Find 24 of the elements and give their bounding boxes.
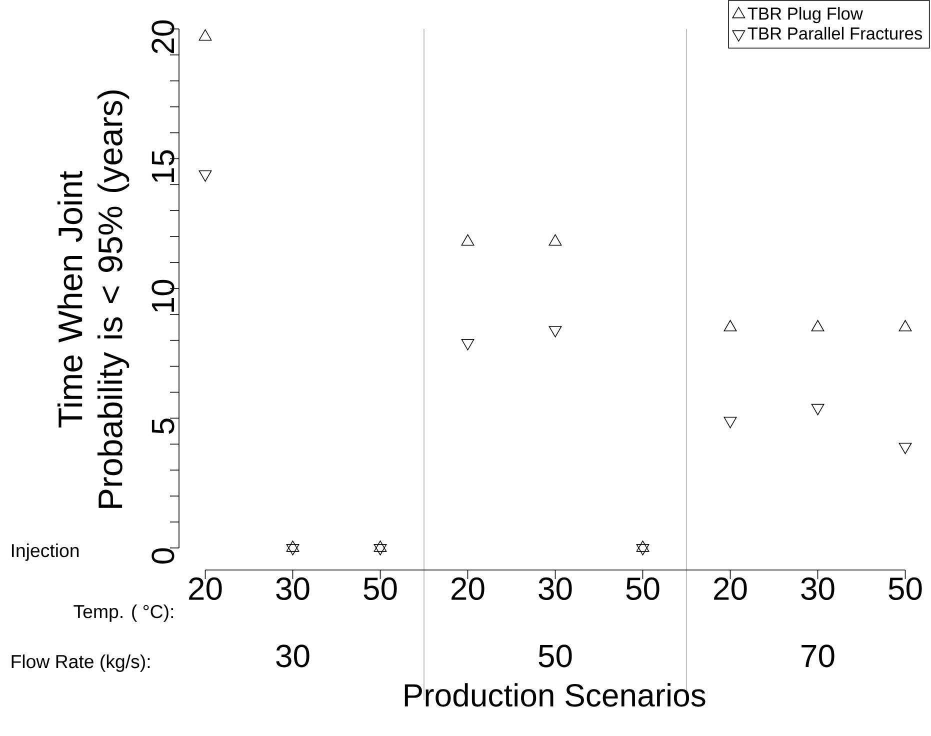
text: 70	[802, 644, 834, 668]
text: 30	[276, 644, 310, 668]
y-tick-label: 0	[152, 548, 174, 564]
x-tick-label: 30	[276, 577, 310, 600]
x-tick-label: 50	[626, 577, 660, 600]
text: 50	[538, 644, 572, 668]
x-tick-label: 30	[801, 577, 834, 600]
text: Flow Rate (kg/s):	[12, 654, 150, 672]
x-tick-label: 20	[714, 577, 747, 600]
y-tick-label: 5	[152, 418, 174, 434]
x-tick-label: 50	[888, 577, 922, 600]
x-tick-label: 30	[538, 577, 572, 600]
legend-label: TBR Plug Flow	[748, 7, 863, 24]
x-tick-label: 20	[189, 577, 222, 600]
legend-label: TBR Parallel Fractures	[748, 26, 922, 40]
y-tick-label: 15	[152, 150, 174, 182]
x-tick-label: 20	[452, 577, 484, 600]
y-tick-label: 20	[152, 20, 174, 54]
y-axis-title: Time When Joint Probability is < 95% (years)	[57, 90, 130, 508]
text: Injection	[12, 543, 79, 561]
x-tick-label: 50	[364, 577, 397, 600]
y-tick-label: 10	[152, 280, 174, 312]
x-axis-title: Production Scenarios	[404, 683, 706, 707]
text: Temp. ( °C):	[74, 604, 174, 622]
